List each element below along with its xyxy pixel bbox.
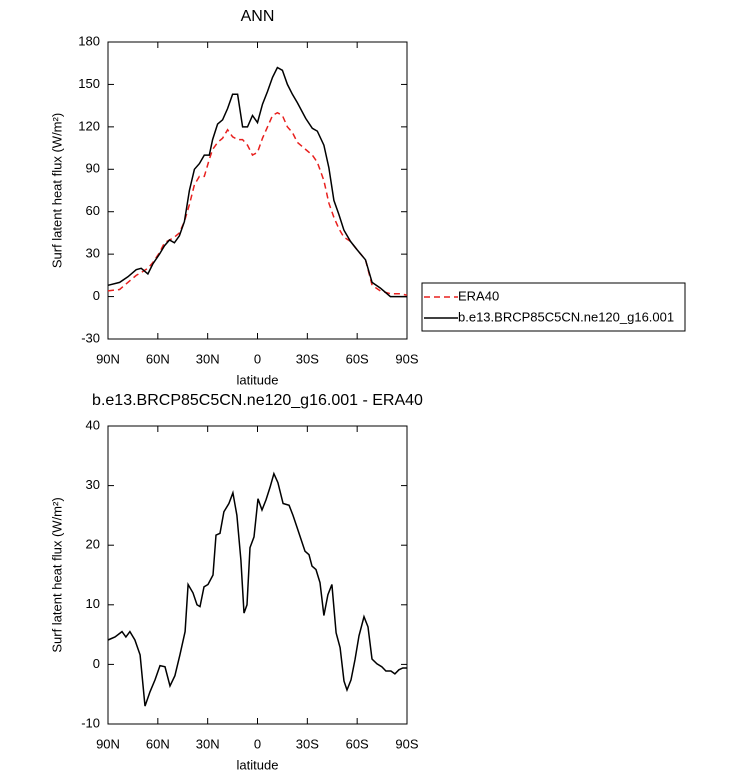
y-axis-label: Surf latent heat flux (W/m²) xyxy=(49,113,64,268)
x-tick-label: 0 xyxy=(254,736,261,751)
x-tick-label: 90N xyxy=(96,736,120,751)
x-axis-label: latitude xyxy=(237,757,279,772)
y-tick-label: 0 xyxy=(93,288,100,303)
y-tick-label: 10 xyxy=(86,596,100,611)
y-tick-label: 150 xyxy=(78,76,100,91)
x-tick-label: 60S xyxy=(346,351,369,366)
plot-frame xyxy=(107,41,408,340)
y-tick-label: -10 xyxy=(81,715,100,730)
data-line xyxy=(107,471,407,707)
y-tick-label: -30 xyxy=(81,330,100,345)
y-tick-label: 120 xyxy=(78,118,100,133)
data-line xyxy=(107,111,408,296)
x-tick-label: 30N xyxy=(196,351,220,366)
y-axis-label: Surf latent heat flux (W/m²) xyxy=(49,497,64,652)
data-line xyxy=(107,66,407,298)
x-tick-label: 60N xyxy=(146,351,170,366)
plot-frame xyxy=(107,425,408,725)
x-axis-label: latitude xyxy=(237,372,279,387)
legend-label: ERA40 xyxy=(458,288,499,303)
x-tick-label: 30S xyxy=(296,736,319,751)
x-tick-label: 0 xyxy=(254,351,261,366)
legend-box xyxy=(421,282,686,332)
y-tick-label: 30 xyxy=(86,477,100,492)
x-tick-label: 90N xyxy=(96,351,120,366)
y-tick-label: 90 xyxy=(86,161,100,176)
y-tick-label: 20 xyxy=(86,537,100,552)
x-tick-label: 60S xyxy=(346,736,369,751)
chart-title: ANN xyxy=(241,8,275,25)
y-tick-label: 0 xyxy=(93,656,100,671)
y-tick-label: 40 xyxy=(86,417,100,432)
x-tick-label: 30N xyxy=(196,736,220,751)
x-tick-label: 90S xyxy=(395,736,418,751)
chart-title: b.e13.BRCP85C5CN.ne120_g16.001 - ERA40 xyxy=(92,392,423,409)
x-tick-label: 30S xyxy=(296,351,319,366)
y-tick-label: 180 xyxy=(78,33,100,48)
legend-label: b.e13.BRCP85C5CN.ne120_g16.001 xyxy=(458,309,674,324)
y-tick-label: 30 xyxy=(86,246,100,261)
x-tick-label: 90S xyxy=(395,351,418,366)
y-tick-label: 60 xyxy=(86,203,100,218)
x-tick-label: 60N xyxy=(146,736,170,751)
